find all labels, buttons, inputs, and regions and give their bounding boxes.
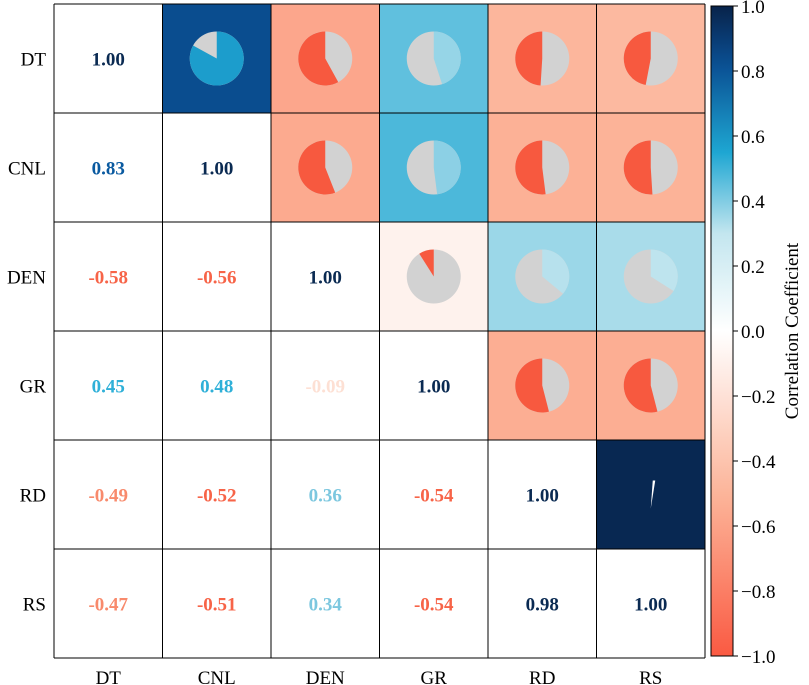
- colorbar-tick-label: 1.0: [741, 0, 765, 18]
- cell-dt-gr-pie: [433, 31, 461, 85]
- heatmap-cells: 1.00 0.83 1.00 -0.58 -0.56 1.00 0.45 0.48 -0.09 1…: [88, 4, 705, 616]
- row-labels: DT CNL DEN GR RD RS: [7, 50, 46, 616]
- cell-rd-rs-swatch: [596, 440, 705, 549]
- cell-den-gr-pie: [419, 249, 434, 277]
- cell-cnl-den-pie: [298, 140, 336, 195]
- cell-rs-rd-value: 0.98: [526, 595, 559, 616]
- heatmap-grid: [53, 3, 706, 659]
- colorbar-gradient: [710, 5, 734, 657]
- cell-rd-rd-value: 1.00: [526, 486, 559, 507]
- cell-den-cnl-value: -0.56: [197, 268, 237, 289]
- col-label-cnl: CNL: [198, 668, 236, 685]
- cell-rd-dt-value: -0.49: [88, 486, 128, 507]
- column-labels: DT CNL DEN GR RD RS: [96, 668, 663, 685]
- cell-gr-cnl-value: 0.48: [200, 377, 233, 398]
- cell-rd-rs-pie: [650, 480, 656, 509]
- cell-den-rd-pie: [542, 249, 570, 294]
- cell-gr-gr-value: 1.00: [417, 377, 450, 398]
- col-label-den: DEN: [306, 668, 345, 685]
- cell-gr-rd-pie: [515, 358, 549, 413]
- colorbar-tick-label: −0.4: [741, 452, 776, 473]
- cell-rs-gr-value: -0.54: [414, 595, 454, 616]
- cell-cnl-rs-pie: [623, 140, 653, 195]
- cell-den-den-value: 1.00: [309, 268, 342, 289]
- colorbar-tick-label: −0.8: [741, 582, 775, 603]
- cell-rs-dt-value: -0.47: [88, 595, 128, 616]
- cell-rd-cnl-value: -0.52: [197, 486, 237, 507]
- colorbar-tick-label: −0.2: [741, 387, 775, 408]
- cell-rs-den-value: 0.34: [309, 595, 343, 616]
- cell-rs-cnl-value: -0.51: [197, 595, 237, 616]
- cell-cnl-gr-pie: [433, 140, 461, 195]
- cell-dt-rd-pie: [515, 31, 543, 86]
- cell-gr-rs-pie: [623, 358, 658, 413]
- cell-cnl-cnl-value: 1.00: [200, 159, 233, 180]
- colorbar-tick-label: 0.0: [741, 322, 765, 343]
- cell-dt-cnl-pie: [189, 31, 244, 86]
- col-label-dt: DT: [96, 668, 122, 685]
- colorbar-title: Correlation Coefficient: [782, 242, 803, 419]
- colorbar-tick-label: 0.4: [741, 192, 765, 213]
- cell-den-rs-pie: [650, 249, 678, 291]
- colorbar: 1.0 0.8 0.6 0.4 0.2 0.0 −0.2 −0.4 −0.6 −0.8 −1.0 C…: [710, 0, 803, 668]
- cell-dt-dt-value: 1.00: [92, 50, 125, 71]
- cell-rd-gr-value: -0.54: [414, 486, 454, 507]
- row-label-rs: RS: [23, 595, 46, 616]
- row-label-rd: RD: [20, 486, 46, 507]
- cell-gr-den-value: -0.09: [305, 377, 345, 398]
- colorbar-tick-label: 0.8: [741, 62, 765, 83]
- cell-gr-dt-value: 0.45: [92, 377, 125, 398]
- cell-rs-rs-value: 1.00: [634, 595, 667, 616]
- row-label-dt: DT: [21, 50, 47, 71]
- row-label-gr: GR: [20, 377, 47, 398]
- col-label-rd: RD: [529, 668, 555, 685]
- cell-dt-den-pie: [298, 31, 339, 86]
- cell-cnl-dt-value: 0.83: [92, 159, 125, 180]
- colorbar-tick-label: −0.6: [741, 517, 775, 538]
- colorbar-tick-label: −1.0: [741, 647, 775, 668]
- cell-dt-rs-pie: [623, 31, 651, 86]
- colorbar-ticks: 1.0 0.8 0.6 0.4 0.2 0.0 −0.2 −0.4 −0.6 −0.8 −1.0: [733, 0, 776, 668]
- colorbar-tick-label: 0.2: [741, 257, 765, 278]
- col-label-gr: GR: [421, 668, 448, 685]
- cell-cnl-rd-pie: [515, 140, 546, 195]
- cell-den-dt-value: -0.58: [88, 268, 128, 289]
- row-label-cnl: CNL: [8, 159, 46, 180]
- cell-rd-den-value: 0.36: [309, 486, 342, 507]
- col-label-rs: RS: [639, 668, 662, 685]
- row-label-den: DEN: [7, 268, 46, 289]
- colorbar-tick-label: 0.6: [741, 127, 765, 148]
